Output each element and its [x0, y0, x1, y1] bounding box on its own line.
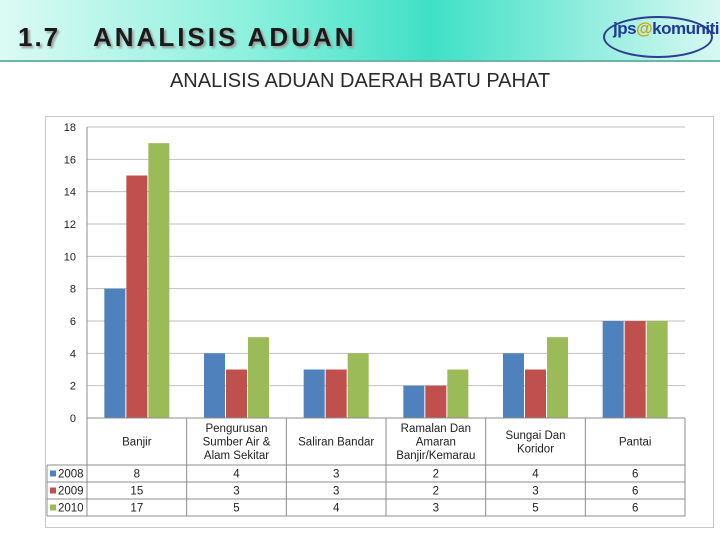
bar-2009-2 [325, 369, 347, 418]
bar-2009-4 [525, 369, 546, 418]
table-value-2009: 6 [632, 486, 638, 498]
legend-swatch-2008 [50, 470, 56, 477]
x-category-label: Alam Sekitar [204, 450, 269, 462]
bar-2010-5 [646, 321, 668, 418]
table-value-2010: 4 [333, 503, 340, 515]
bar-2010-2 [347, 353, 369, 418]
y-tick-label: 18 [64, 122, 76, 134]
table-value-2008: 2 [433, 469, 439, 481]
bar-2008-2 [303, 369, 325, 418]
y-tick-label: 14 [64, 187, 76, 199]
logo-text-c: komuniti [652, 19, 719, 38]
bar-2010-0 [148, 143, 170, 418]
y-tick-label: 2 [70, 381, 76, 393]
table-value-2009: 3 [532, 486, 538, 498]
logo-text-b: @ [636, 19, 653, 38]
section-title: ANALISIS ADUAN [93, 22, 357, 52]
legend-label-2008: 2008 [58, 469, 84, 481]
chart-title: ANALISIS ADUAN DAERAH BATU PAHAT [169, 70, 551, 92]
x-category-label: Saliran Bandar [298, 437, 374, 449]
header-banner [0, 0, 720, 62]
table-value-2009: 3 [333, 486, 339, 498]
table-value-2008: 4 [233, 469, 240, 481]
table-value-2010: 3 [433, 503, 439, 515]
x-category-label: Pengurusan [205, 423, 267, 435]
y-tick-label: 4 [70, 348, 76, 360]
table-value-2010: 6 [632, 503, 638, 515]
bar-2008-3 [403, 385, 425, 418]
header-divider [0, 60, 720, 62]
bar-2009-1 [226, 369, 247, 418]
bar-2010-3 [447, 369, 469, 418]
x-category-label: Pantai [619, 437, 652, 449]
table-value-2009: 2 [433, 486, 439, 498]
bar-2009-5 [624, 321, 646, 418]
y-tick-label: 0 [70, 413, 76, 425]
x-category-label: Banjir [122, 437, 152, 449]
legend-label-2010: 2010 [58, 503, 84, 515]
logo-text-a: jps [613, 19, 637, 38]
table-value-2009: 15 [130, 486, 143, 498]
table-value-2010: 5 [532, 503, 538, 515]
x-category-label: Ramalan Dan [401, 423, 471, 435]
legend-label-2009: 2009 [58, 486, 84, 498]
legend-swatch-2009 [50, 487, 56, 494]
table-value-2008: 4 [532, 469, 539, 481]
x-category-label: Banjir/Kemarau [396, 450, 475, 462]
x-category-label: Sumber Air & [203, 437, 271, 449]
bar-2010-1 [248, 337, 269, 418]
y-tick-label: 16 [64, 154, 76, 166]
table-value-2010: 5 [233, 503, 239, 515]
x-category-label: Amaran [416, 437, 456, 449]
bar-2008-5 [602, 321, 624, 418]
logo-text: jps@komuniti [613, 19, 719, 39]
logo-ring-icon [603, 16, 713, 58]
chart-frame [45, 116, 714, 528]
table-value-2010: 17 [130, 503, 143, 515]
x-category-label: Sungai Dan [505, 430, 565, 442]
legend-swatch-2010 [50, 504, 56, 511]
bar-2008-4 [503, 353, 524, 418]
table-value-2008: 6 [632, 469, 638, 481]
bar-2009-0 [126, 175, 148, 418]
x-category-label: Koridor [517, 443, 554, 455]
bar-2008-1 [204, 353, 225, 418]
bar-2010-4 [547, 337, 568, 418]
jps-komuniti-logo: jps@komuniti [603, 14, 719, 58]
bar-2008-0 [104, 288, 126, 418]
table-value-2008: 8 [134, 469, 140, 481]
y-tick-label: 8 [70, 284, 76, 296]
table-value-2008: 3 [333, 469, 339, 481]
y-tick-label: 6 [70, 316, 76, 328]
y-tick-label: 10 [64, 251, 76, 263]
bar-2009-3 [425, 385, 447, 418]
section-number: 1.7 [18, 22, 61, 52]
table-value-2009: 3 [233, 486, 239, 498]
y-tick-label: 12 [64, 219, 76, 231]
